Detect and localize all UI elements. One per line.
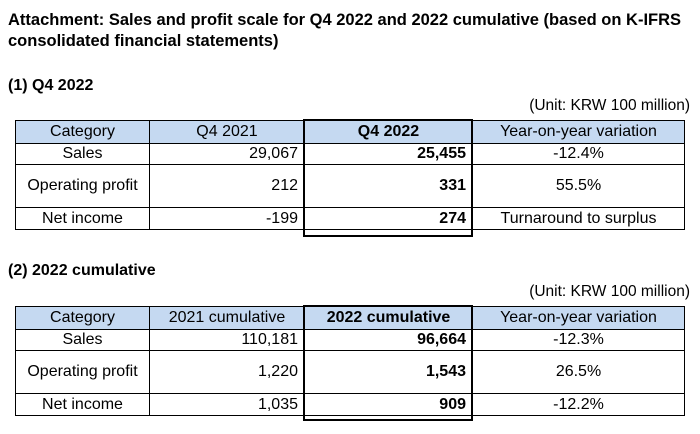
row-category: Net income: [15, 393, 150, 416]
row-prev: 212: [149, 164, 305, 208]
row-variation: Turnaround to surplus: [472, 207, 685, 230]
document-title: Attachment: Sales and profit scale for Q…: [8, 11, 682, 50]
header-variation: Year-on-year variation: [472, 120, 685, 144]
row-category: Sales: [15, 143, 150, 165]
row-curr: 96,664: [304, 329, 473, 351]
row-category: Net income: [15, 207, 150, 230]
row-prev: 1,220: [149, 350, 305, 394]
header-category: Category: [15, 306, 150, 330]
row-variation: 55.5%: [472, 164, 685, 208]
q4-table: Category Q4 2021 Q4 2022 Year-on-year va…: [15, 120, 685, 230]
row-category: Operating profit: [15, 164, 150, 208]
row-prev: 29,067: [149, 143, 305, 165]
table-row: Operating profit 1,220 1,543 26.5%: [15, 350, 685, 394]
table-row: Net income 1,035 909 -12.2%: [15, 393, 685, 416]
row-curr: 25,455: [304, 143, 473, 165]
section-heading-cumulative: (2) 2022 cumulative: [8, 262, 156, 279]
unit-label-q4: (Unit: KRW 100 million): [529, 97, 690, 114]
cumulative-table: Category 2021 cumulative 2022 cumulative…: [15, 306, 685, 416]
row-category: Sales: [15, 329, 150, 351]
header-category: Category: [15, 120, 150, 144]
header-prev: 2021 cumulative: [149, 306, 305, 330]
row-variation: -12.2%: [472, 393, 685, 416]
table-row: Sales 110,181 96,664 -12.3%: [15, 329, 685, 351]
row-curr: 1,543: [304, 350, 473, 394]
header-prev: Q4 2021: [149, 120, 305, 144]
header-variation: Year-on-year variation: [472, 306, 685, 330]
table-row: Sales 29,067 25,455 -12.4%: [15, 143, 685, 165]
table-row: Net income -199 274 Turnaround to surplu…: [15, 207, 685, 230]
row-curr: 274: [304, 207, 473, 230]
table-row: Operating profit 212 331 55.5%: [15, 164, 685, 208]
row-variation: 26.5%: [472, 350, 685, 394]
row-variation: -12.4%: [472, 143, 685, 165]
row-prev: -199: [149, 207, 305, 230]
unit-label-cumulative: (Unit: KRW 100 million): [529, 283, 690, 300]
table-header-row: Category 2021 cumulative 2022 cumulative…: [15, 306, 685, 330]
table-header-row: Category Q4 2021 Q4 2022 Year-on-year va…: [15, 120, 685, 144]
row-curr: 909: [304, 393, 473, 416]
header-curr: Q4 2022: [304, 120, 473, 144]
row-category: Operating profit: [15, 350, 150, 394]
header-curr: 2022 cumulative: [304, 306, 473, 330]
section-heading-q4: (1) Q4 2022: [8, 77, 94, 94]
row-prev: 1,035: [149, 393, 305, 416]
row-curr: 331: [304, 164, 473, 208]
row-variation: -12.3%: [472, 329, 685, 351]
row-prev: 110,181: [149, 329, 305, 351]
